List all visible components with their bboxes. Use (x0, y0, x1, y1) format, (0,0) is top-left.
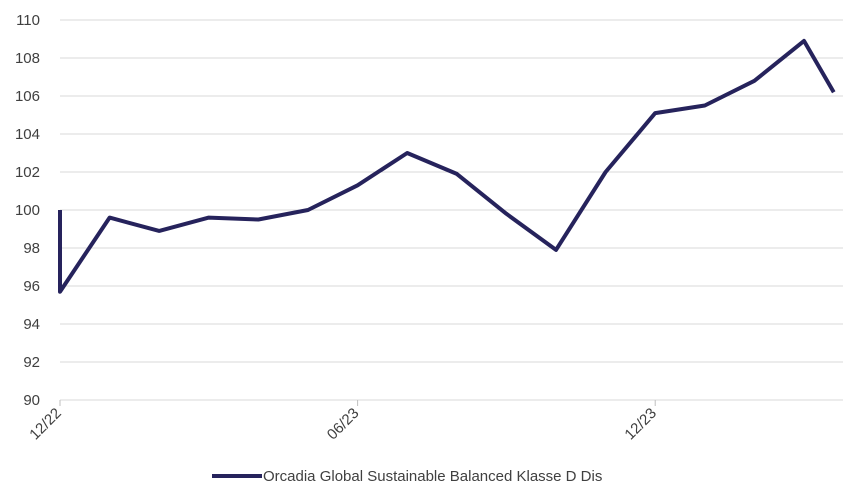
legend: Orcadia Global Sustainable Balanced Klas… (212, 468, 602, 484)
y-tick-label: 90 (23, 392, 40, 409)
series-lines (58, 38, 836, 294)
y-tick-label: 96 (23, 278, 40, 295)
y-axis: 90 92 94 96 98 100 102 104 106 108 110 (15, 12, 40, 409)
y-tick-label: 98 (23, 240, 40, 257)
y-tick-label: 92 (23, 354, 40, 371)
y-tick-label: 94 (23, 316, 40, 333)
y-tick-label: 110 (16, 12, 40, 29)
y-tick-label: 108 (15, 50, 40, 67)
x-tick-label: 06/23 (324, 405, 363, 444)
y-tick-label: 106 (15, 88, 40, 105)
x-tick-label: 12/22 (26, 405, 65, 444)
y-tick-label: 102 (15, 164, 40, 181)
legend-label: Orcadia Global Sustainable Balanced Klas… (263, 468, 602, 484)
x-tick-label: 12/23 (621, 405, 660, 444)
x-axis: 12/22 06/23 12/23 (26, 400, 660, 443)
gridlines (60, 19, 843, 401)
y-tick-label: 100 (15, 202, 40, 219)
series-line (58, 38, 836, 294)
y-tick-label: 104 (15, 126, 40, 143)
